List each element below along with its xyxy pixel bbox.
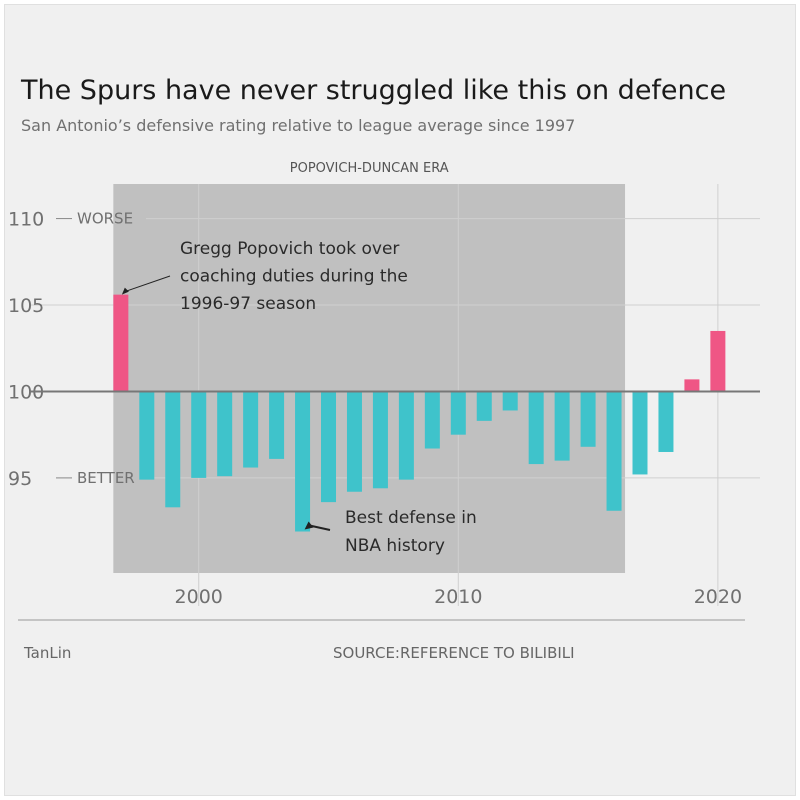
bar-1998 [139,391,155,480]
y-tick-100: 100 [8,381,44,403]
annotation-popovich: Gregg Popovich took over coaching duties … [180,239,408,314]
source-credit: SOURCE:REFERENCE TO BILIBILI [333,644,575,662]
bar-2007 [372,391,388,489]
y-label-worse: WORSE [77,210,133,228]
bar-2017 [632,391,648,475]
bar-2016 [606,391,622,511]
bar-2004 [295,391,311,532]
bar-2002 [243,391,259,468]
bar-2003 [269,391,285,459]
annotation-popovich-arrow [124,275,171,293]
y-label-better: BETTER [77,469,135,487]
bar-2014 [554,391,570,461]
chart-subtitle: San Antonio’s defensive rating relative … [21,116,576,135]
bar-1999 [165,391,181,508]
x-tick-2010: 2010 [434,586,482,608]
bar-1997 [113,294,129,392]
author-credit: TanLin [24,644,72,662]
era-label: POPOVICH-DUNCAN ERA [290,161,449,176]
bar-2015 [580,391,596,447]
annotation-best-defense-arrow [309,524,331,531]
bar-2006 [346,391,362,492]
bar-2019 [684,379,700,392]
annotation-best-defense: Best defense in NBA history [345,508,477,556]
annotation-popovich-arrowhead [121,287,129,295]
y-tick-95: 95 [8,468,32,490]
bar-2010 [450,391,466,435]
annotation-best-defense-arrowhead [304,521,314,530]
bar-2009 [424,391,440,449]
y-tick-105: 105 [8,295,44,317]
bar-2000 [191,391,207,478]
x-tick-2000: 2000 [175,586,223,608]
chart-title: The Spurs have never struggled like this… [21,75,727,106]
bar-2011 [476,391,492,421]
bar-2012 [502,391,518,411]
bar-2005 [321,391,337,503]
bar-2013 [528,391,544,465]
bar-2001 [217,391,233,477]
x-tick-2020: 2020 [694,586,742,608]
y-tick-110: 110 [8,209,44,231]
bar-2020 [710,330,726,392]
bar-2008 [398,391,414,480]
bar-2018 [658,391,674,452]
